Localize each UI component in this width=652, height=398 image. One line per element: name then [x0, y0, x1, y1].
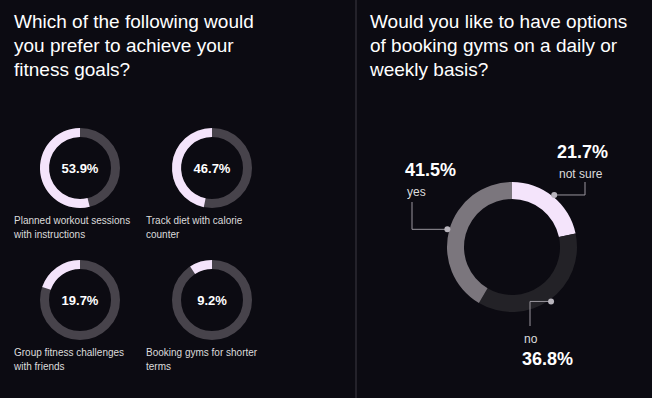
chart-title: Which of the following would you prefer …: [14, 10, 289, 82]
ring-value: [42, 260, 80, 290]
donut-slice: [447, 182, 512, 303]
data-label: 36.8%: [522, 349, 573, 369]
ring-value: [190, 260, 212, 274]
data-label: 46.7%: [194, 161, 231, 176]
category-label: Track diet with calorie counter: [146, 214, 271, 242]
divider: [356, 0, 357, 398]
category-label: not sure: [559, 167, 603, 181]
category-label: Planned workout sessions with instructio…: [14, 214, 139, 242]
data-label: 41.5%: [405, 160, 456, 180]
chart-title: Would you like to have options of bookin…: [370, 10, 645, 82]
leader-dot: [548, 298, 554, 304]
data-label: 19.7%: [62, 293, 99, 308]
data-label: 21.7%: [557, 142, 608, 162]
category-label: no: [524, 332, 538, 346]
page: {"chart_data": [ {"type": "donut_grid", …: [0, 0, 652, 398]
category-label: Booking gyms for shorter terms: [146, 346, 271, 374]
donut-slice: [512, 182, 576, 237]
leader-line: [554, 182, 585, 195]
donut-slice: [479, 234, 577, 312]
data-label: 53.9%: [62, 161, 99, 176]
leader-dot: [444, 226, 450, 232]
ring-track: [177, 265, 248, 336]
category-label: yes: [407, 185, 426, 199]
category-label: Group fitness challenges with friends: [14, 346, 139, 374]
leader-line: [412, 202, 447, 229]
leader-dot: [551, 192, 557, 198]
data-label: 9.2%: [197, 293, 227, 308]
leader-line: [530, 301, 551, 326]
